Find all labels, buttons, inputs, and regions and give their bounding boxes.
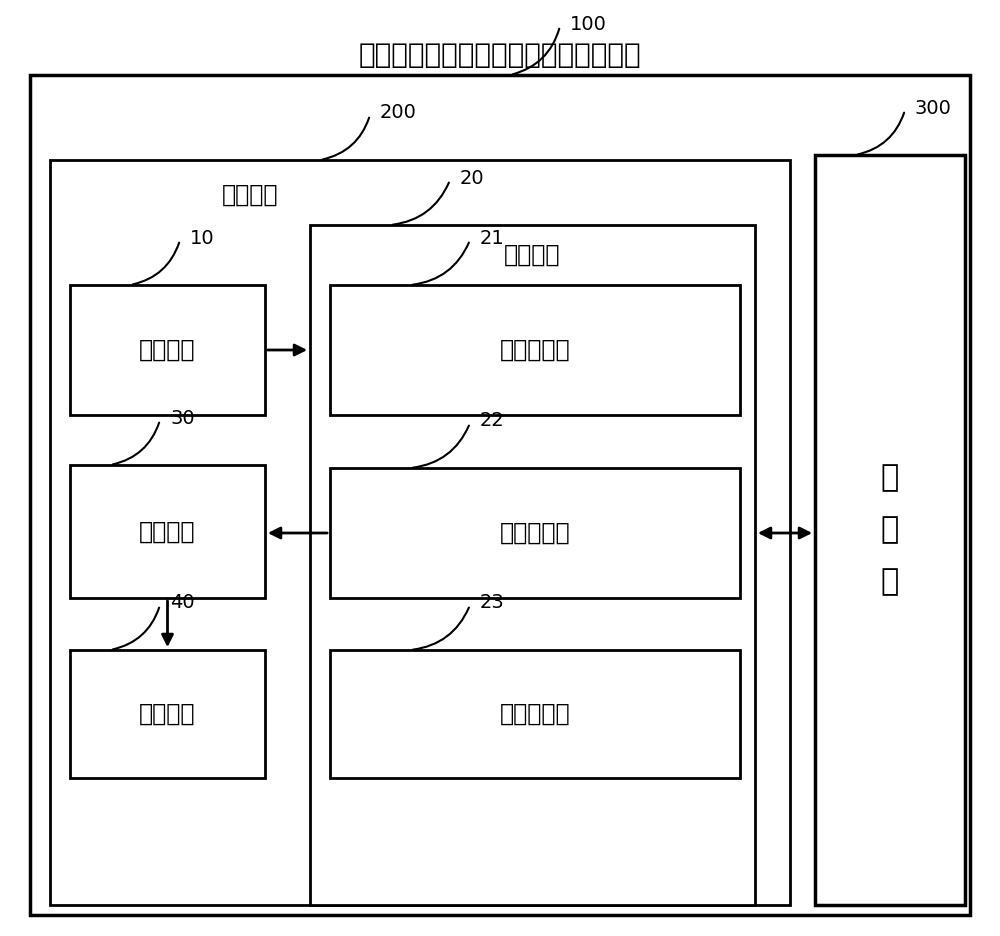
Text: 22: 22 xyxy=(480,412,505,431)
Text: 通信终端: 通信终端 xyxy=(222,183,278,207)
Text: 10: 10 xyxy=(190,228,215,247)
Bar xyxy=(30,75,970,915)
Text: 300: 300 xyxy=(915,98,952,118)
Text: 触发模块: 触发模块 xyxy=(139,702,196,726)
Text: 100: 100 xyxy=(570,14,607,34)
Text: 23: 23 xyxy=(480,593,505,612)
Text: 40: 40 xyxy=(170,593,195,612)
Bar xyxy=(330,468,740,598)
Text: 电
视
机: 电 视 机 xyxy=(881,463,899,596)
Text: 30: 30 xyxy=(170,408,195,428)
Bar xyxy=(70,465,265,598)
Text: 筛选模块: 筛选模块 xyxy=(504,243,561,267)
Text: 检测子模块: 检测子模块 xyxy=(500,338,570,362)
Text: 基于通信终端与电视机多屏互动的系统: 基于通信终端与电视机多屏互动的系统 xyxy=(359,41,641,69)
Text: 21: 21 xyxy=(480,228,505,247)
Text: 解析子模块: 解析子模块 xyxy=(500,521,570,545)
Bar xyxy=(330,285,740,415)
Bar xyxy=(330,650,740,778)
Text: 200: 200 xyxy=(380,104,417,123)
Bar xyxy=(310,225,755,905)
Text: 发送子模块: 发送子模块 xyxy=(500,702,570,726)
Bar xyxy=(70,285,265,415)
Text: 切换模块: 切换模块 xyxy=(139,338,196,362)
Bar xyxy=(815,155,965,905)
Text: 20: 20 xyxy=(460,168,485,187)
Text: 显示模块: 显示模块 xyxy=(139,519,196,544)
Bar xyxy=(50,160,790,905)
Bar xyxy=(70,650,265,778)
